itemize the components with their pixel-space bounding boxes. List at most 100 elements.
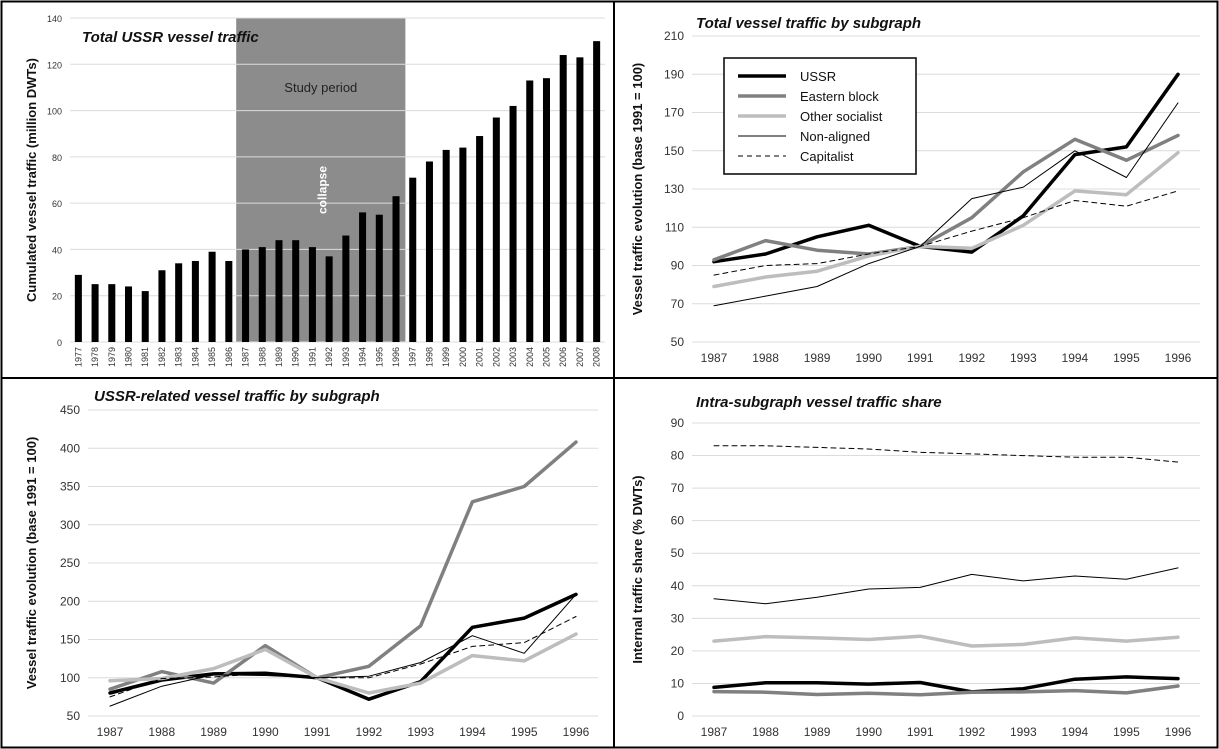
series-line-capitalist — [713, 445, 1179, 463]
x-tick-label: 1996 — [1165, 351, 1192, 365]
bar-2006 — [559, 55, 567, 343]
x-tick-label: 1996 — [1165, 725, 1192, 739]
chart-title: Intra-subgraph vessel traffic share — [696, 394, 942, 411]
panel-1: 0 20 40 60 80 100 120 140 1977 1978 1979 1980 1981 19… — [24, 14, 605, 367]
x-tick-label: 1994 — [1062, 351, 1089, 365]
panel-2: 50 70 90 110 130 150 170 190 210 1987 1988 1989 1990… — [630, 15, 1200, 365]
bar-1997 — [409, 177, 417, 342]
legend-label-capitalist: Capitalist — [800, 149, 854, 164]
x-tick-label: 1978 — [90, 347, 100, 367]
x-tick-label: 2001 — [475, 347, 485, 367]
bar-2005 — [542, 78, 550, 343]
x-tick-label: 1990 — [252, 725, 279, 739]
series-line-non-aligned — [713, 567, 1179, 605]
x-tick-label: 1994 — [1062, 725, 1089, 739]
x-tick-label: 2004 — [525, 347, 535, 367]
y-tick-label: 300 — [60, 518, 80, 532]
x-tick-label: 2005 — [541, 347, 551, 367]
y-axis-label: Vessel traffic evolution (base 1991 = 10… — [630, 63, 645, 316]
series-line-other-socialist — [108, 632, 578, 695]
bar-1992 — [325, 256, 333, 342]
y-tick-label: 100 — [60, 671, 80, 685]
bar-1983 — [175, 263, 183, 342]
bar-2000 — [459, 147, 467, 342]
y-tick-label: 190 — [664, 67, 684, 81]
collapse-label: collapse — [315, 166, 329, 214]
bar-1979 — [108, 284, 116, 342]
y-tick-label: 0 — [57, 338, 62, 348]
x-tick-label: 1992 — [324, 347, 334, 367]
series-line-ussr — [712, 675, 1180, 694]
y-axis-label: Internal traffic share (% DWTs) — [630, 475, 645, 663]
y-tick-label: 170 — [664, 106, 684, 120]
y-tick-label: 350 — [60, 480, 80, 494]
x-tick-label: 1999 — [441, 347, 451, 367]
bar-1996 — [392, 196, 400, 342]
legend-label-ussr: USSR — [800, 69, 836, 84]
y-tick-label: 150 — [60, 633, 80, 647]
y-tick-label: 400 — [60, 441, 80, 455]
x-tick-label: 1995 — [511, 725, 538, 739]
bar-2007 — [576, 57, 584, 342]
y-tick-label: 200 — [60, 594, 80, 608]
x-tick-label: 2007 — [575, 347, 585, 367]
x-tick-label: 2008 — [592, 347, 602, 367]
y-tick-label: 50 — [671, 546, 685, 560]
x-tick-label: 1995 — [1113, 351, 1140, 365]
y-tick-label: 10 — [671, 676, 685, 690]
x-tick-label: 1988 — [257, 347, 267, 367]
x-tick-label: 1991 — [304, 725, 331, 739]
chart-title: Total USSR vessel traffic — [82, 29, 259, 46]
panel-4: 0 10 20 30 40 50 60 70 80 90 1987 1988 1989 1990 1991 1… — [630, 394, 1200, 739]
x-tick-label: 2006 — [558, 347, 568, 367]
x-tick-label: 1988 — [148, 725, 175, 739]
chart-title: USSR-related vessel traffic by subgraph — [94, 388, 380, 405]
bar-1990 — [292, 240, 300, 342]
series-line-capitalist — [713, 190, 1179, 276]
y-tick-label: 120 — [47, 60, 62, 70]
series-line-capitalist — [109, 616, 577, 698]
chart-title: Total vessel traffic by subgraph — [696, 15, 921, 32]
x-tick-label: 1989 — [274, 347, 284, 367]
series-line-non-aligned — [713, 102, 1179, 307]
x-tick-label: 1987 — [701, 725, 728, 739]
x-tick-label: 1991 — [907, 725, 934, 739]
x-tick-label: 1987 — [241, 347, 251, 367]
y-tick-label: 100 — [47, 107, 62, 117]
x-tick-label: 1989 — [804, 725, 831, 739]
x-tick-label: 1992 — [958, 351, 985, 365]
bar-1989 — [275, 240, 283, 342]
bar-1977 — [74, 274, 82, 342]
y-tick-label: 60 — [52, 199, 62, 209]
y-tick-label: 50 — [671, 335, 685, 349]
x-tick-label: 2003 — [508, 347, 518, 367]
x-tick-label: 1989 — [804, 351, 831, 365]
y-tick-label: 90 — [671, 416, 685, 430]
series-line-other-socialist — [712, 150, 1180, 289]
x-tick-label: 1991 — [907, 351, 934, 365]
y-tick-label: 210 — [664, 29, 684, 43]
bar-1998 — [425, 161, 433, 342]
bar-1986 — [225, 261, 233, 342]
x-tick-label: 1977 — [73, 347, 83, 367]
y-tick-label: 150 — [664, 144, 684, 158]
x-tick-label: 1987 — [97, 725, 124, 739]
y-tick-label: 80 — [671, 449, 685, 463]
y-tick-label: 450 — [60, 403, 80, 417]
y-axis-label: Vessel traffic evolution (base 1991 = 10… — [24, 437, 39, 690]
y-tick-label: 20 — [671, 644, 685, 658]
study-period-label: Study period — [284, 80, 357, 95]
legend-label-other-socialist: Other socialist — [800, 109, 883, 124]
x-tick-label: 1983 — [174, 347, 184, 367]
x-tick-label: 1987 — [701, 351, 728, 365]
bar-1981 — [141, 291, 149, 342]
y-tick-label: 60 — [671, 514, 685, 528]
x-tick-label: 1984 — [190, 347, 200, 367]
x-tick-label: 1995 — [1113, 725, 1140, 739]
series-line-eastern-block — [712, 684, 1180, 697]
bar-1995 — [375, 214, 383, 342]
x-tick-label: 1980 — [124, 347, 134, 367]
